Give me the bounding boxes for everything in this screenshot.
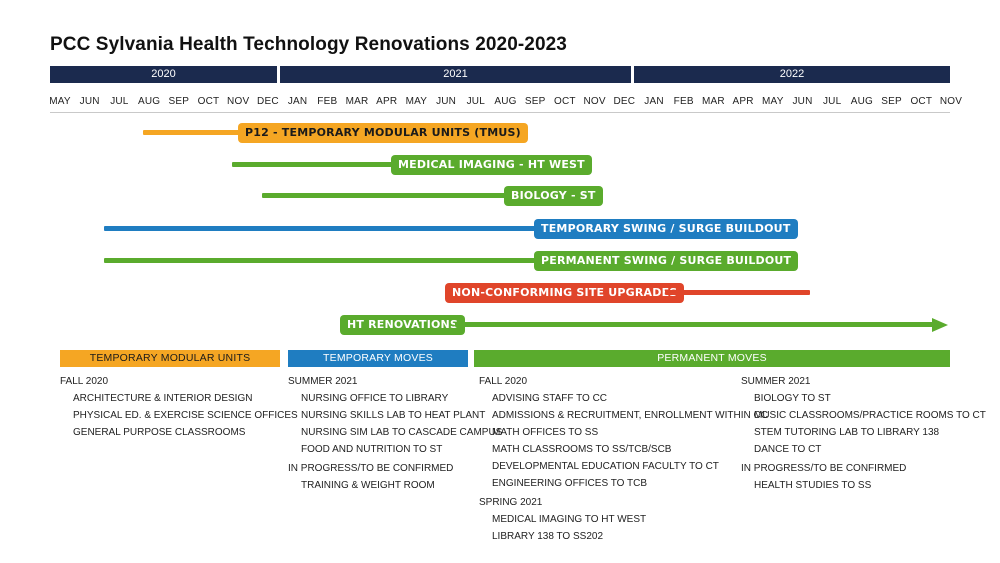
month-label: AUG	[137, 96, 161, 107]
month-label: FEB	[317, 96, 338, 107]
list-group: FALL 2020 ARCHITECTURE & INTERIOR DESIGN…	[60, 373, 298, 441]
month-label: AUG	[850, 96, 874, 107]
list-item: BIOLOGY TO ST	[754, 393, 831, 404]
month-label: OCT	[554, 96, 576, 107]
month-label: OCT	[197, 96, 220, 107]
group-label: SUMMER 2021	[288, 376, 358, 387]
list-item: ARCHITECTURE & INTERIOR DESIGN	[73, 393, 253, 404]
bar-tmus-line	[143, 130, 258, 135]
list-item: DEVELOPMENTAL EDUCATION FACULTY TO CT	[492, 461, 719, 472]
month-label: DEC	[257, 96, 279, 107]
group-label: FALL 2020	[479, 376, 528, 387]
month-label: MAY	[49, 96, 71, 107]
bar-biology-label: BIOLOGY - ST	[504, 186, 603, 206]
bar-temp-swing-line	[104, 226, 536, 231]
list-item: MATH CLASSROOMS TO SS/TCB/SCB	[492, 444, 672, 455]
month-label: JUL	[466, 96, 485, 107]
list-item: STEM TUTORING LAB TO LIBRARY 138	[754, 427, 940, 438]
month-label: NOV	[227, 96, 250, 107]
list-item: LIBRARY 138 TO SS202	[492, 531, 604, 542]
list-group: SUMMER 2021 NURSING OFFICE TO LIBRARY NU…	[288, 373, 502, 458]
list-item: FOOD AND NUTRITION TO ST	[301, 444, 443, 455]
header-temporary-moves: TEMPORARY MOVES	[288, 350, 468, 367]
month-label: SEP	[168, 96, 190, 107]
month-label: MAR	[345, 96, 369, 107]
month-label: AUG	[494, 96, 517, 107]
bar-non-conforming-label: NON-CONFORMING SITE UPGRADES	[445, 283, 685, 303]
list-modular: FALL 2020 ARCHITECTURE & INTERIOR DESIGN…	[60, 373, 298, 443]
list-item: ADMISSIONS & RECRUITMENT, ENROLLMENT WIT…	[492, 410, 768, 421]
list-item: ADVISING STAFF TO CC	[492, 393, 608, 404]
list-item: NURSING SIM LAB TO CASCADE CAMPUS	[301, 427, 503, 438]
header-permanent-moves: PERMANENT MOVES	[474, 350, 950, 367]
year-band-2022: 2022	[634, 66, 950, 83]
list-item: NURSING OFFICE TO LIBRARY	[301, 393, 449, 404]
bar-non-conforming-line	[665, 290, 810, 295]
month-label: APR	[732, 96, 754, 107]
list-permanent-moves-left: FALL 2020 ADVISING STAFF TO CC ADMISSION…	[479, 373, 768, 547]
year-label: 2022	[779, 68, 805, 80]
month-label: MAY	[405, 96, 428, 107]
list-group: SUMMER 2021 BIOLOGY TO ST MUSIC CLASSROO…	[741, 373, 986, 458]
list-item: MEDICAL IMAGING TO HT WEST	[492, 514, 647, 525]
group-label: IN PROGRESS/TO BE CONFIRMED	[288, 463, 454, 474]
group-label: SUMMER 2021	[741, 376, 811, 387]
list-item: HEALTH STUDIES TO SS	[754, 480, 872, 491]
bar-tmus-label: P12 - TEMPORARY MODULAR UNITS (TMUS)	[238, 123, 528, 143]
month-label: APR	[376, 96, 398, 107]
bar-ht-renovations-line	[455, 322, 935, 327]
axis-divider	[50, 112, 950, 113]
month-label: JUN	[792, 96, 813, 107]
arrow-right-icon	[932, 317, 948, 332]
page-title: PCC Sylvania Health Technology Renovatio…	[50, 34, 567, 55]
group-label: SPRING 2021	[479, 497, 543, 508]
month-label: NOV	[939, 96, 963, 107]
month-label: MAY	[762, 96, 784, 107]
list-group: SPRING 2021 MEDICAL IMAGING TO HT WEST L…	[479, 494, 768, 545]
bar-temp-swing-label: TEMPORARY SWING / SURGE BUILDOUT	[534, 219, 798, 239]
month-label: JAN	[644, 96, 664, 107]
year-band-2021: 2021	[280, 66, 631, 83]
list-permanent-moves-right: SUMMER 2021 BIOLOGY TO ST MUSIC CLASSROO…	[741, 373, 986, 496]
list-item: ENGINEERING OFFICES TO TCB	[492, 478, 648, 489]
year-label: 2020	[151, 68, 176, 80]
list-temporary-moves: SUMMER 2021 NURSING OFFICE TO LIBRARY NU…	[288, 373, 502, 496]
list-group: IN PROGRESS/TO BE CONFIRMED TRAINING & W…	[288, 460, 502, 494]
month-label: JUN	[79, 96, 100, 107]
bar-perm-swing-line	[104, 258, 536, 263]
list-item: DANCE TO CT	[754, 444, 822, 455]
month-label: JUL	[822, 96, 842, 107]
header-temporary-modular-units: TEMPORARY MODULAR UNITS	[60, 350, 280, 367]
month-label: MAR	[701, 96, 725, 107]
group-label: IN PROGRESS/TO BE CONFIRMED	[741, 463, 907, 474]
month-label: JUN	[436, 96, 457, 107]
month-label: SEP	[881, 96, 902, 107]
list-item: GENERAL PURPOSE CLASSROOMS	[73, 427, 246, 438]
list-group: FALL 2020 ADVISING STAFF TO CC ADMISSION…	[479, 373, 768, 492]
list-item: NURSING SKILLS LAB TO HEAT PLANT	[301, 410, 486, 421]
year-label: 2021	[443, 68, 468, 80]
bar-biology-line	[262, 193, 507, 198]
month-label: OCT	[910, 96, 933, 107]
bar-perm-swing-label: PERMANENT SWING / SURGE BUILDOUT	[534, 251, 799, 271]
list-item: MATH OFFICES TO SS	[492, 427, 599, 438]
group-label: FALL 2020	[60, 376, 109, 387]
bar-medical-imaging-line	[232, 162, 392, 167]
bar-medical-imaging-label: MEDICAL IMAGING - HT WEST	[391, 155, 592, 175]
month-label: NOV	[583, 96, 606, 107]
list-item: MUSIC CLASSROOMS/PRACTICE ROOMS TO CT	[754, 410, 986, 421]
month-label: FEB	[673, 96, 694, 107]
bar-ht-renovations-label: HT RENOVATIONS	[340, 315, 466, 335]
month-label: SEP	[524, 96, 546, 107]
month-label: DEC	[613, 96, 636, 107]
list-item: TRAINING & WEIGHT ROOM	[301, 480, 435, 491]
month-label: JUL	[110, 96, 129, 107]
month-label: JAN	[287, 96, 308, 107]
list-item: PHYSICAL ED. & EXERCISE SCIENCE OFFICES	[73, 410, 298, 421]
year-band-2020: 2020	[50, 66, 277, 83]
list-group: IN PROGRESS/TO BE CONFIRMED HEALTH STUDI…	[741, 460, 986, 494]
